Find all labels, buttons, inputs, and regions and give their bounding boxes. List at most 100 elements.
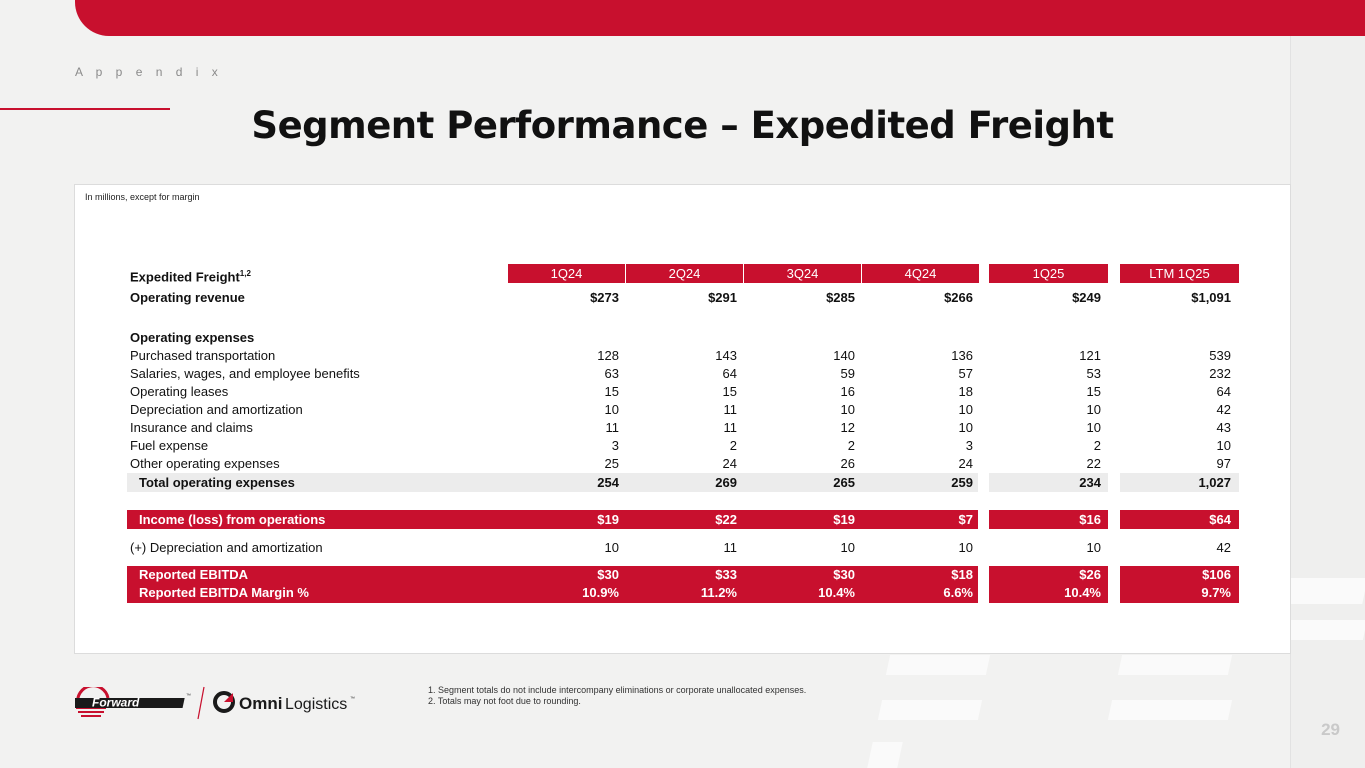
table-cell: 57 xyxy=(958,366,973,381)
table-cell: 254 xyxy=(597,475,619,490)
column-header: 1Q25 xyxy=(989,264,1108,283)
table-cell: 10 xyxy=(1086,540,1101,555)
svg-text:Forward: Forward xyxy=(92,696,140,710)
table-cell: 24 xyxy=(722,456,737,471)
table-cell: $64 xyxy=(1209,512,1231,527)
table-cell: 64 xyxy=(1216,384,1231,399)
row-label: Fuel expense xyxy=(130,438,209,453)
row-label: Depreciation and amortization xyxy=(130,402,303,417)
section-heading: Operating expenses xyxy=(130,330,255,345)
table-cell: 10.9% xyxy=(582,585,619,600)
table-cell: $16 xyxy=(1079,512,1101,527)
table-cell: 59 xyxy=(840,366,855,381)
background-shape xyxy=(1107,700,1233,720)
table-cell: 10 xyxy=(604,540,619,555)
row-band xyxy=(1120,510,1239,529)
table-cell: 10 xyxy=(958,420,973,435)
table-cell: 26 xyxy=(840,456,855,471)
table-cell: $33 xyxy=(715,567,737,582)
section-label: A p p e n d i x xyxy=(75,65,223,79)
table-cell: 6.6% xyxy=(943,585,973,600)
row-label: Income (loss) from operations xyxy=(139,512,326,527)
row-band xyxy=(989,473,1108,492)
table-cell: $7 xyxy=(958,512,973,527)
table-cell: 15 xyxy=(722,384,737,399)
row-label: Insurance and claims xyxy=(130,420,253,435)
table-cell: 259 xyxy=(951,475,973,490)
table-cell: 1,027 xyxy=(1198,475,1231,490)
table-cell: 11 xyxy=(723,540,738,555)
table-cell: $19 xyxy=(597,512,619,527)
table-cell: 11 xyxy=(723,402,738,417)
table-cell: 25 xyxy=(604,456,619,471)
table-cell: 539 xyxy=(1209,348,1231,363)
table-cell: 64 xyxy=(722,366,737,381)
table-title: Expedited Freight1,2 xyxy=(130,269,251,285)
accent-line xyxy=(0,108,170,110)
row-band xyxy=(989,510,1108,529)
table-cell: $106 xyxy=(1202,567,1231,582)
page-number: 29 xyxy=(1321,720,1340,739)
row-label: Reported EBITDA Margin % xyxy=(139,585,309,600)
table-cell: 9.7% xyxy=(1201,585,1231,600)
row-label: (+) Depreciation and amortization xyxy=(130,540,323,555)
table-cell: $30 xyxy=(833,567,855,582)
row-label: Other operating expenses xyxy=(130,456,280,471)
table-cell: 10 xyxy=(840,402,855,417)
table-cell: $291 xyxy=(708,290,737,305)
logo-divider xyxy=(197,686,205,720)
units-note: In millions, except for margin xyxy=(85,192,200,202)
table-cell: 97 xyxy=(1216,456,1231,471)
table-cell: $249 xyxy=(1072,290,1101,305)
row-label: Salaries, wages, and employee benefits xyxy=(130,366,360,381)
table-cell: 2 xyxy=(729,438,737,453)
row-band xyxy=(127,510,978,529)
forward-logo: Forward ™ xyxy=(75,687,191,717)
svg-text:™: ™ xyxy=(186,693,191,699)
table-cell: 10 xyxy=(604,402,619,417)
column-header: 2Q24 xyxy=(626,264,743,283)
background-shape xyxy=(867,742,903,768)
table-cell: $273 xyxy=(590,290,619,305)
column-header: 3Q24 xyxy=(744,264,861,283)
table-cell: 143 xyxy=(715,348,737,363)
row-label: Operating leases xyxy=(130,384,229,399)
svg-text:Omni: Omni xyxy=(239,694,282,713)
table-cell: 10 xyxy=(1086,420,1101,435)
table-cell: 63 xyxy=(604,366,619,381)
footnotes: 1. Segment totals do not include interco… xyxy=(428,685,806,707)
table-cell: 265 xyxy=(833,475,855,490)
table-cell: 269 xyxy=(715,475,737,490)
table-cell: $18 xyxy=(951,567,973,582)
table-cell: 3 xyxy=(965,438,973,453)
table-cell: 15 xyxy=(604,384,619,399)
table-cell: $285 xyxy=(826,290,855,305)
page-title: Segment Performance – Expedited Freight xyxy=(251,104,1114,147)
row-label: Total operating expenses xyxy=(139,475,295,490)
table-cell: 128 xyxy=(597,348,619,363)
table-cell: 10.4% xyxy=(1064,585,1101,600)
table-cell: 234 xyxy=(1079,475,1101,490)
svg-text:™: ™ xyxy=(350,696,355,702)
column-header: 4Q24 xyxy=(862,264,979,283)
table-cell: $30 xyxy=(597,567,619,582)
financial-table-panel: In millions, except for margin Expedited… xyxy=(74,184,1291,654)
table-cell: 11 xyxy=(605,420,620,435)
row-label: Operating revenue xyxy=(130,290,245,305)
table-cell: 10 xyxy=(1216,438,1231,453)
table-cell: $1,091 xyxy=(1191,290,1231,305)
table-cell: 18 xyxy=(958,384,973,399)
table-cell: 12 xyxy=(840,420,855,435)
table-cell: 16 xyxy=(840,384,855,399)
table-cell: 42 xyxy=(1216,540,1231,555)
table-cell: 11.2% xyxy=(700,585,737,600)
table-cell: 2 xyxy=(847,438,855,453)
table-cell: 53 xyxy=(1086,366,1101,381)
table-cell: $19 xyxy=(833,512,855,527)
row-band xyxy=(127,473,978,492)
column-header: LTM 1Q25 xyxy=(1120,264,1239,283)
footnote: 2. Totals may not foot due to rounding. xyxy=(428,696,581,706)
row-band xyxy=(1120,473,1239,492)
svg-text:Logistics: Logistics xyxy=(285,696,347,713)
table-cell: 136 xyxy=(951,348,973,363)
